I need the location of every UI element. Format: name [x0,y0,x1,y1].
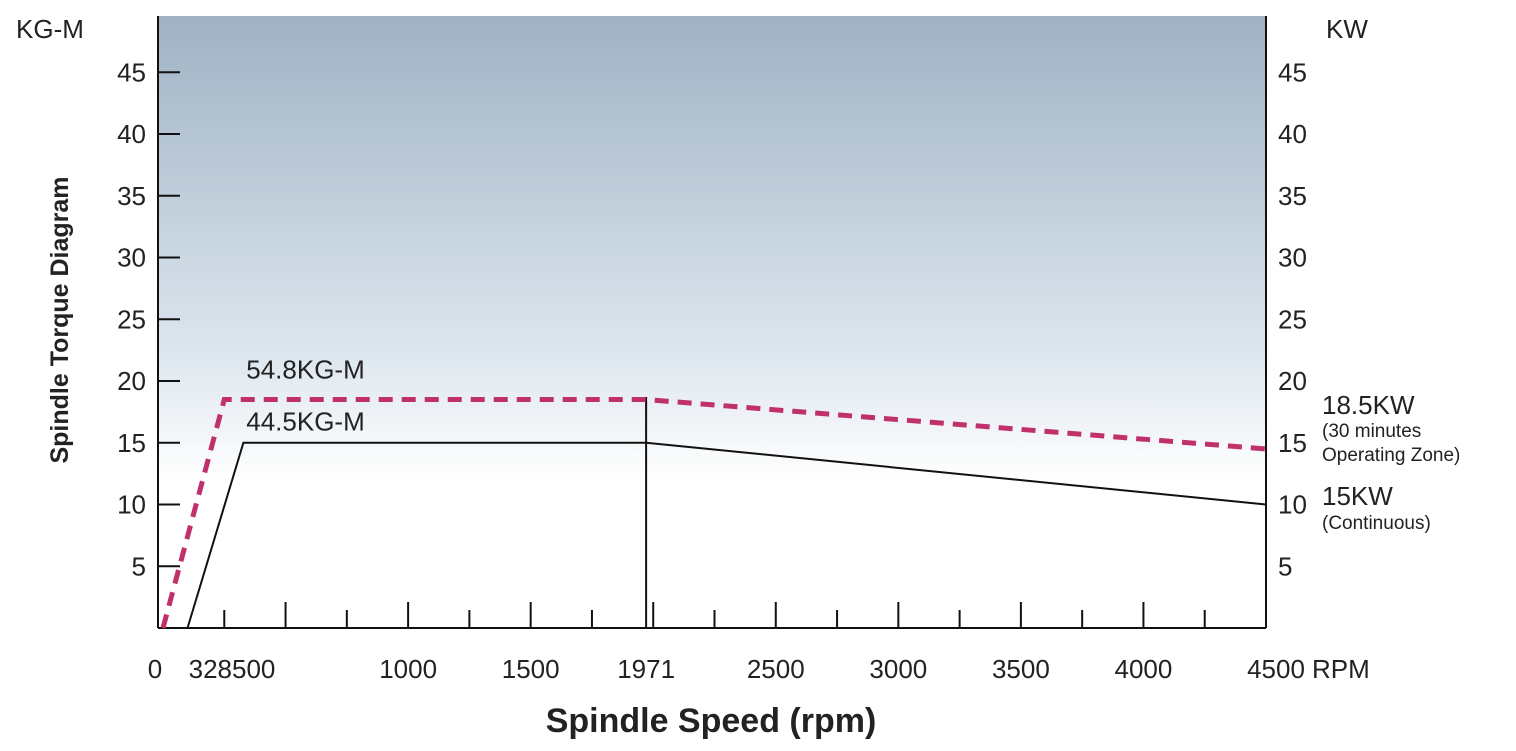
y-tick-label-left: 15 [117,428,146,458]
y-tick-label-left: 20 [117,366,146,396]
left-unit-label: KG-M [16,14,84,44]
y-tick-label-left: 25 [117,304,146,334]
x-tick-label: 4500 [1247,654,1305,684]
series-line-continuous [186,441,1267,629]
x-tick-label: 1000 [379,654,437,684]
x-tick-label: 1500 [502,654,560,684]
power-label: Operating Zone) [1322,445,1460,466]
y-tick-label-right: 15 [1278,428,1307,458]
y-tick-label-left: 10 [117,490,146,520]
x-tick-label: 3500 [992,654,1050,684]
torque-annotation: 54.8KG-M [246,355,364,385]
x-tick-label: 328 [189,654,232,684]
x-unit-label: RPM [1312,654,1370,684]
y-tick-label-left: 35 [117,181,146,211]
x-axis-title: Spindle Speed (rpm) [546,702,877,740]
x-tick-label: 4000 [1115,654,1173,684]
series-line-operating [160,397,1267,629]
x-tick-label: 0 [148,654,162,684]
x-tick-label: 2500 [747,654,805,684]
power-label: (Continuous) [1322,513,1431,534]
y-tick-label-right: 5 [1278,551,1292,581]
y-tick-label-right: 45 [1278,57,1307,87]
y-tick-label-right: 10 [1278,490,1307,520]
right-unit-label: KW [1326,14,1368,44]
x-tick-label: 3000 [869,654,927,684]
torque-annotation: 44.5KG-M [246,406,364,436]
x-tick-label: 1971 [617,654,675,684]
y-tick-label-left: 5 [132,551,146,581]
y-tick-label-left: 40 [117,119,146,149]
y-tick-label-right: 20 [1278,366,1307,396]
y-tick-label-left: 45 [117,57,146,87]
y-tick-label-right: 30 [1278,243,1307,273]
x-tick-label: 500 [232,654,275,684]
y-axis-title: Spindle Torque Diagram [46,176,74,463]
y-tick-label-left: 30 [117,243,146,273]
power-label: 15KW [1322,481,1393,511]
power-label: (30 minutes [1322,421,1421,442]
y-tick-label-right: 40 [1278,119,1307,149]
plot-area [158,16,1266,628]
y-tick-label-right: 25 [1278,304,1307,334]
y-tick-label-right: 35 [1278,181,1307,211]
power-label: 18.5KW [1322,390,1415,420]
